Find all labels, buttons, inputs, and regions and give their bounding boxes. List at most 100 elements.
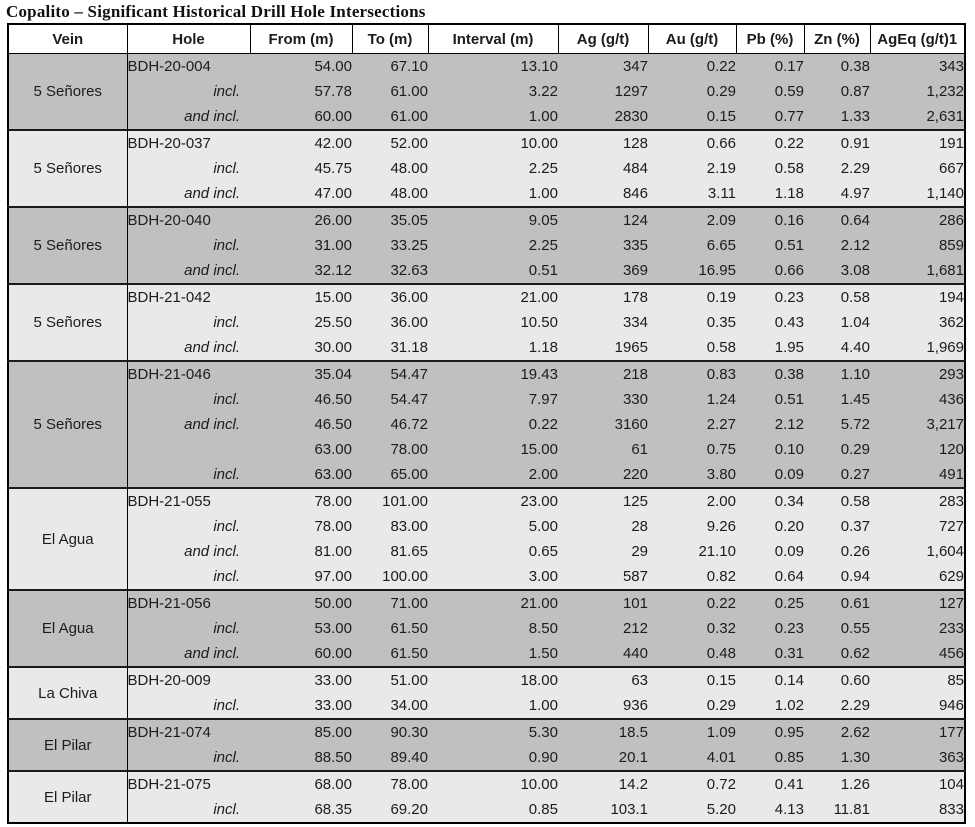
table-row: El Agua BDH-21-056 50.00 71.00 21.00 101 0.22 0… bbox=[8, 589, 965, 667]
from-value: 15.00 bbox=[250, 283, 352, 310]
ageq-grade: 2,631 bbox=[926, 108, 964, 125]
included-interval-label: incl. bbox=[213, 697, 240, 714]
zn-grade: 2.62 bbox=[804, 718, 870, 745]
from-value: 33.00 bbox=[314, 697, 352, 714]
pb-grade: 0.25 bbox=[736, 589, 804, 616]
ag-grade: 63 bbox=[558, 666, 648, 693]
table-row: incl. 25.50 36.00 10.50 334 0.35 0.43 1.04 362 bbox=[8, 310, 965, 335]
ageq-grade: 727 bbox=[938, 518, 964, 535]
pb-grade: 0.43 bbox=[774, 314, 804, 331]
au-grade: 2.19 bbox=[706, 160, 736, 177]
included-interval-label: and incl. bbox=[184, 416, 240, 433]
from-value: 35.04 bbox=[250, 360, 352, 387]
ageq-grade: 1,604 bbox=[926, 543, 964, 560]
ageq-grade: 859 bbox=[938, 237, 964, 254]
table-row: incl. 97.00 100.00 3.00 587 0.82 0.64 0.94 629 bbox=[8, 564, 965, 590]
pb-grade: 2.12 bbox=[774, 416, 804, 433]
interval-value: 3.00 bbox=[528, 568, 558, 585]
au-grade: 0.32 bbox=[706, 620, 736, 637]
from-value: 32.12 bbox=[314, 262, 352, 279]
au-grade: 0.15 bbox=[706, 108, 736, 125]
table-row: incl. 33.00 34.00 1.00 936 0.29 1.02 2.29 946 bbox=[8, 693, 965, 719]
included-interval-label: and incl. bbox=[184, 645, 240, 662]
zn-grade: 1.30 bbox=[840, 749, 870, 766]
ag-grade: 20.1 bbox=[618, 749, 648, 766]
from-value: 63.00 bbox=[314, 441, 352, 458]
included-interval-label: incl. bbox=[213, 160, 240, 177]
vein-name: El Agua bbox=[8, 589, 128, 667]
table-row: 5 Señores BDH-20-004 54.00 67.10 13.10 347 0.2… bbox=[8, 53, 965, 130]
included-interval-label: incl. bbox=[213, 749, 240, 766]
au-grade: 1.09 bbox=[648, 718, 736, 745]
ag-grade: 18.5 bbox=[558, 718, 648, 745]
ag-grade: 334 bbox=[622, 314, 648, 331]
to-value: 83.00 bbox=[390, 518, 428, 535]
zn-grade: 2.12 bbox=[840, 237, 870, 254]
zn-grade: 2.29 bbox=[840, 697, 870, 714]
to-value: 34.00 bbox=[390, 697, 428, 714]
table-row: and incl. 30.00 31.18 1.18 1965 0.58 1.95 4.40 1… bbox=[8, 335, 965, 361]
ageq-grade: 436 bbox=[938, 391, 964, 408]
hole-id: BDH-21-046 bbox=[127, 360, 250, 387]
au-grade: 16.95 bbox=[698, 262, 736, 279]
column-header-au-g-t: Au (g/t) bbox=[647, 23, 737, 54]
to-value: 54.47 bbox=[352, 360, 428, 387]
zn-grade: 0.29 bbox=[840, 441, 870, 458]
au-grade: 0.48 bbox=[706, 645, 736, 662]
au-grade: 2.09 bbox=[648, 206, 736, 233]
pb-grade: 0.34 bbox=[736, 487, 804, 514]
au-grade: 1.24 bbox=[706, 391, 736, 408]
zn-grade: 0.27 bbox=[840, 466, 870, 483]
table-row: incl. 88.50 89.40 0.90 20.1 4.01 0.85 1.30 363 bbox=[8, 745, 965, 771]
vein-name: 5 Señores bbox=[8, 206, 128, 284]
to-value: 36.00 bbox=[352, 283, 428, 310]
interval-value: 1.00 bbox=[528, 697, 558, 714]
zn-grade: 0.37 bbox=[840, 518, 870, 535]
ageq-grade: 233 bbox=[938, 620, 964, 637]
au-grade: 0.22 bbox=[648, 589, 736, 616]
included-interval-label: incl. bbox=[213, 83, 240, 100]
interval-value: 5.00 bbox=[528, 518, 558, 535]
pb-grade: 1.95 bbox=[774, 339, 804, 356]
column-header-ag-g-t: Ag (g/t) bbox=[557, 23, 649, 54]
included-interval-label: incl. bbox=[213, 568, 240, 585]
pb-grade: 1.18 bbox=[774, 185, 804, 202]
zn-grade: 2.29 bbox=[840, 160, 870, 177]
from-value: 54.00 bbox=[314, 58, 352, 75]
to-value: 61.50 bbox=[390, 645, 428, 662]
from-value: 45.75 bbox=[314, 160, 352, 177]
interval-value: 8.50 bbox=[528, 620, 558, 637]
ag-grade: 128 bbox=[558, 129, 648, 156]
included-interval-label: and incl. bbox=[184, 262, 240, 279]
hole-id: BDH-20-040 bbox=[127, 206, 250, 233]
interval-value: 5.30 bbox=[428, 718, 558, 745]
vein-name: 5 Señores bbox=[8, 360, 128, 488]
interval-value: 1.18 bbox=[528, 339, 558, 356]
to-value: 46.72 bbox=[390, 416, 428, 433]
to-value: 78.00 bbox=[352, 770, 428, 797]
ageq-grade: 194 bbox=[870, 283, 965, 310]
ag-grade: 587 bbox=[622, 568, 648, 585]
interval-value: 0.85 bbox=[528, 801, 558, 818]
table-row: and incl. 46.50 46.72 0.22 3160 2.27 2.12 5.72 3… bbox=[8, 412, 965, 437]
ageq-grade: 491 bbox=[938, 466, 964, 483]
zn-grade: 1.04 bbox=[840, 314, 870, 331]
interval-value: 2.00 bbox=[528, 466, 558, 483]
ageq-grade: 1,969 bbox=[926, 339, 964, 356]
ageq-grade: 946 bbox=[938, 697, 964, 714]
zn-grade: 0.58 bbox=[804, 487, 870, 514]
hole-id: BDH-21-055 bbox=[127, 487, 250, 514]
header-row: Vein Hole From (m) To (m) Interval (m) Ag (g/… bbox=[7, 23, 966, 54]
ag-grade: 846 bbox=[622, 185, 648, 202]
to-value: 51.00 bbox=[352, 666, 428, 693]
zn-grade: 1.10 bbox=[804, 360, 870, 387]
to-value: 33.25 bbox=[390, 237, 428, 254]
table-body: 5 Señores BDH-20-004 54.00 67.10 13.10 347 0.2… bbox=[8, 53, 965, 823]
table-row: 5 Señores BDH-21-042 15.00 36.00 21.00 178 0.1… bbox=[8, 283, 965, 361]
au-grade: 3.80 bbox=[706, 466, 736, 483]
ageq-grade: 363 bbox=[938, 749, 964, 766]
table-row: El Agua BDH-21-055 78.00 101.00 23.00 125 2.00… bbox=[8, 487, 965, 590]
ageq-grade: 1,140 bbox=[926, 185, 964, 202]
from-value: 30.00 bbox=[314, 339, 352, 356]
from-value: 46.50 bbox=[314, 416, 352, 433]
